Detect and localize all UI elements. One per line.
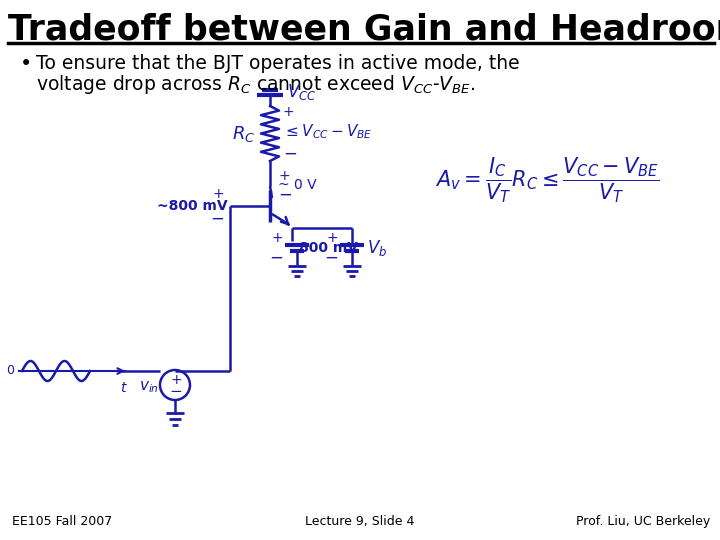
Text: −: − — [269, 249, 283, 267]
Text: $A_v = \dfrac{I_C}{V_T} R_C \leq \dfrac{V_{CC} - V_{BE}}{V_T}$: $A_v = \dfrac{I_C}{V_T} R_C \leq \dfrac{… — [435, 155, 660, 205]
Text: −: − — [283, 145, 297, 163]
Text: −: − — [278, 186, 292, 204]
Text: Lecture 9, Slide 4: Lecture 9, Slide 4 — [305, 515, 415, 528]
Text: −: − — [210, 210, 224, 228]
Text: +: + — [326, 231, 338, 245]
Text: +: + — [212, 187, 224, 201]
Text: $\leq V_{CC} - V_{BE}$: $\leq V_{CC} - V_{BE}$ — [283, 122, 373, 141]
Text: Tradeoff between Gain and Headroom: Tradeoff between Gain and Headroom — [8, 12, 720, 46]
Text: +: + — [170, 373, 182, 387]
Text: EE105 Fall 2007: EE105 Fall 2007 — [12, 515, 112, 528]
Text: $V_{CC}$: $V_{CC}$ — [287, 82, 317, 102]
Text: +: + — [271, 231, 283, 245]
Text: $R_C$: $R_C$ — [232, 124, 256, 144]
Text: Prof. Liu, UC Berkeley: Prof. Liu, UC Berkeley — [576, 515, 710, 528]
Text: $V_b$: $V_b$ — [367, 238, 387, 258]
Text: ~800 mV: ~800 mV — [158, 199, 228, 213]
Text: 800 mV: 800 mV — [299, 241, 358, 255]
Text: $v_{in}$: $v_{in}$ — [139, 379, 159, 395]
Text: −: − — [170, 383, 182, 399]
Text: +: + — [278, 169, 289, 183]
Text: ~ 0 V: ~ 0 V — [278, 178, 317, 192]
Text: −: − — [324, 249, 338, 267]
Text: $t$: $t$ — [120, 381, 128, 395]
Text: voltage drop across $R_C$ cannot exceed $V_{CC}$-$V_{BE}$.: voltage drop across $R_C$ cannot exceed … — [36, 73, 475, 96]
Text: •: • — [20, 54, 32, 74]
Text: 0: 0 — [6, 364, 14, 377]
Text: To ensure that the BJT operates in active mode, the: To ensure that the BJT operates in activ… — [36, 54, 520, 73]
Text: +: + — [283, 105, 294, 119]
